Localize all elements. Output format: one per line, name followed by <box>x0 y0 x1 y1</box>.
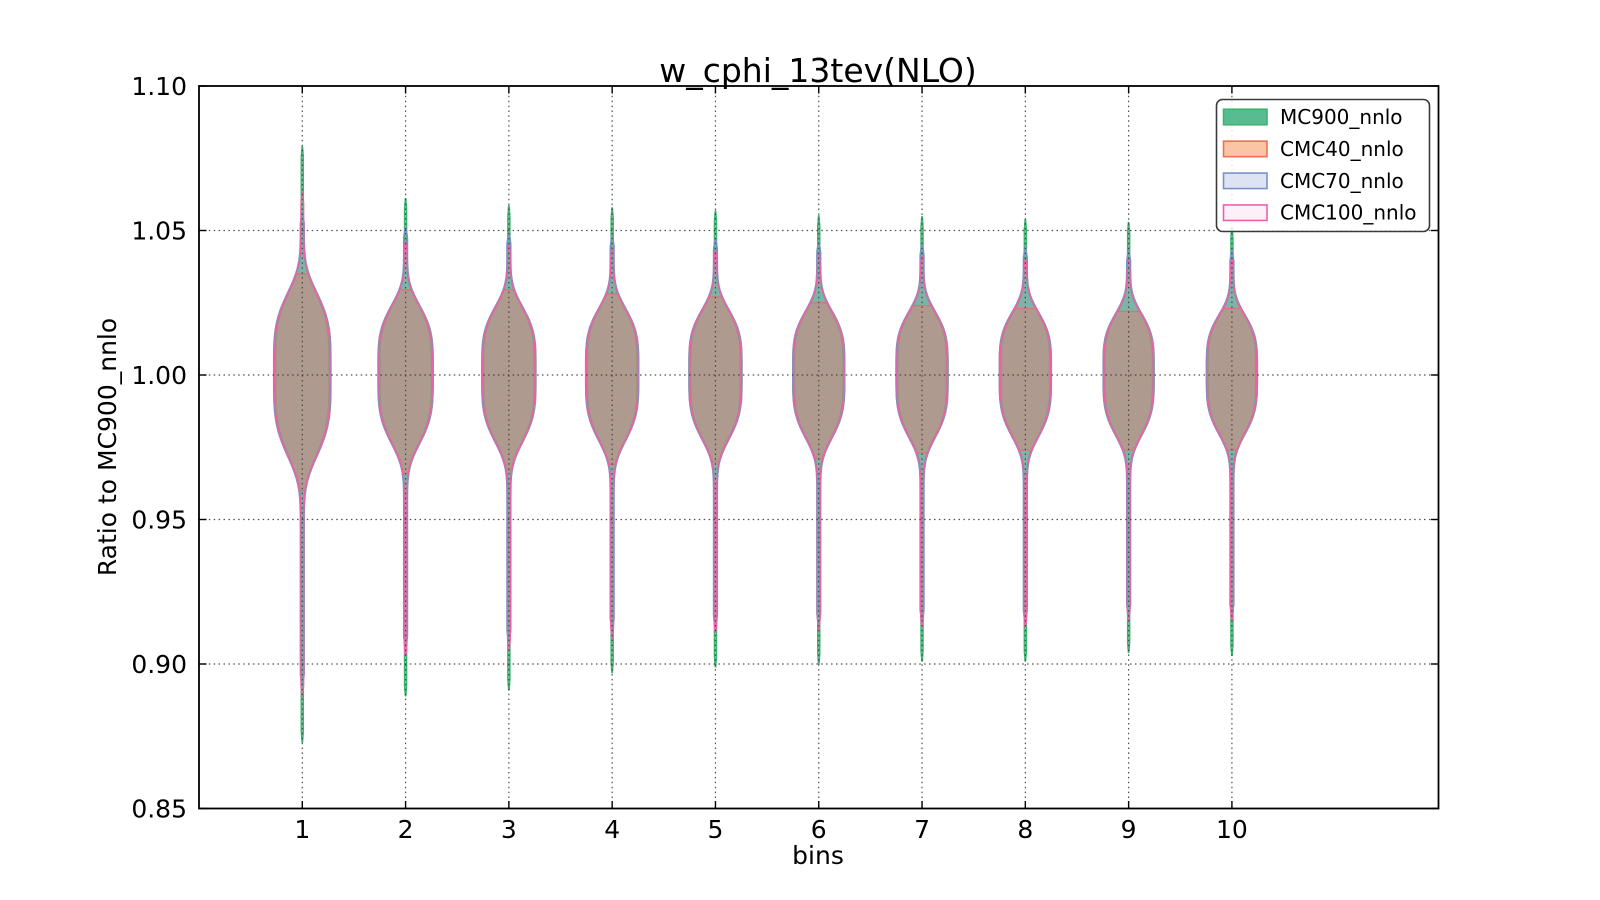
violin-CMC70_nnlo-bin-2 <box>377 226 434 648</box>
y-tick-label-1.05: 1.05 <box>131 217 187 246</box>
chart-title: w_cphi_13tev(NLO) <box>659 51 977 90</box>
x-tick-label-5: 5 <box>708 815 724 844</box>
legend-label-MC900_nnlo: MC900_nnlo <box>1280 105 1403 129</box>
y-tick-label-0.90: 0.90 <box>131 650 187 679</box>
x-tick-label-3: 3 <box>501 815 517 844</box>
legend-box <box>1215 98 1431 233</box>
x-tick-label-1: 1 <box>294 815 310 844</box>
x-tick-label-6: 6 <box>811 815 827 844</box>
x-tick-label-2: 2 <box>398 815 414 844</box>
x-tick-label-7: 7 <box>914 815 930 844</box>
violin-CMC100_nnlo-bin-4 <box>585 247 639 639</box>
x-tick-label-9: 9 <box>1121 815 1137 844</box>
y-axis-label: Ratio to MC900_nnlo <box>93 318 122 576</box>
gridlines-layer <box>199 86 1439 809</box>
y-tick-label-1.00: 1.00 <box>131 361 187 390</box>
legend-swatch-CMC40_nnlo <box>1222 140 1268 158</box>
legend-swatch-MC900_nnlo <box>1222 108 1268 126</box>
violin-CMC100_nnlo-bin-5 <box>689 250 742 633</box>
x-tick-label-4: 4 <box>604 815 620 844</box>
y-tick-label-0.95: 0.95 <box>131 506 187 535</box>
x-tick-label-8: 8 <box>1017 815 1033 844</box>
y-tick-label-0.85: 0.85 <box>131 795 187 824</box>
violin-CMC100_nnlo-bin-6 <box>792 252 845 630</box>
x-tick-label-10: 10 <box>1216 815 1248 844</box>
y-tick-label-1.10: 1.10 <box>131 72 187 101</box>
axes-frame <box>198 85 1440 810</box>
plot-border <box>198 85 1440 810</box>
x-axis-label: bins <box>792 841 844 870</box>
legend-label-CMC70_nnlo: CMC70_nnlo <box>1280 169 1404 193</box>
legend-swatch-CMC100_nnlo <box>1222 204 1268 222</box>
legend-label-CMC40_nnlo: CMC40_nnlo <box>1280 137 1404 161</box>
legend-swatch-CMC70_nnlo <box>1222 172 1268 190</box>
violin-CMC70_nnlo-bin-4 <box>585 235 640 630</box>
legend-label-CMC100_nnlo: CMC100_nnlo <box>1280 201 1417 225</box>
tick-labels-layer: 1 2 3 4 5 6 7 8 9 10 0.85 0.90 0.95 1.00 1.05 1.10 <box>131 72 1247 844</box>
legend: MC900_nnlo CMC40_nnlo CMC70_nnlo CMC100_nnl… <box>1215 98 1431 233</box>
